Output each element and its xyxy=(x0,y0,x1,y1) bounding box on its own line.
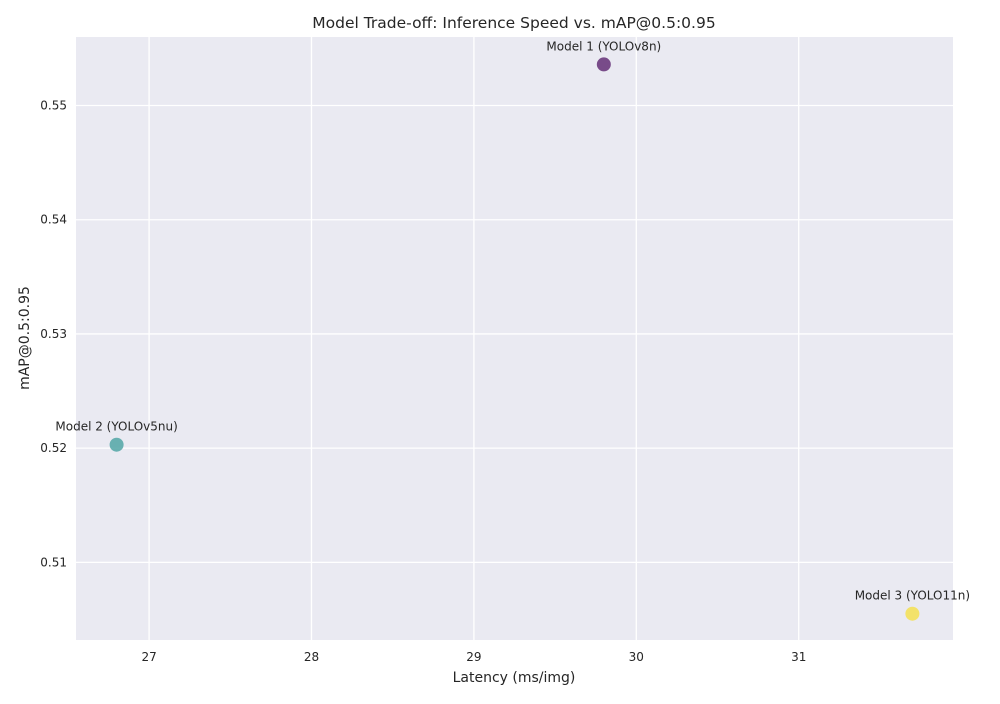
y-tick-labels: 0.51 0.52 0.53 0.54 0.55 xyxy=(40,99,67,570)
y-tick-label: 0.53 xyxy=(40,327,67,341)
chart-title: Model Trade-off: Inference Speed vs. mAP… xyxy=(312,14,715,32)
x-tick-label: 31 xyxy=(791,650,806,664)
data-point-label: Model 2 (YOLOv5nu) xyxy=(55,420,177,434)
x-tick-label: 28 xyxy=(304,650,319,664)
data-point xyxy=(905,606,920,621)
y-axis-label: mAP@0.5:0.95 xyxy=(17,286,33,390)
data-point-label: Model 3 (YOLO11n) xyxy=(855,589,970,603)
data-point xyxy=(596,57,611,72)
plot-area xyxy=(76,37,953,640)
data-points: Model 1 (YOLOv8n) Model 2 (YOLOv5nu) Model… xyxy=(55,39,970,621)
grid-lines xyxy=(76,37,953,640)
x-tick-labels: 27 28 29 30 31 xyxy=(141,650,806,664)
y-tick-label: 0.52 xyxy=(40,441,67,455)
x-tick-label: 30 xyxy=(629,650,644,664)
data-point-label: Model 1 (YOLOv8n) xyxy=(546,39,661,53)
data-point xyxy=(109,437,124,452)
y-tick-label: 0.51 xyxy=(40,555,67,569)
y-tick-label: 0.54 xyxy=(40,213,67,227)
x-axis-label: Latency (ms/img) xyxy=(453,670,576,686)
x-tick-label: 27 xyxy=(141,650,156,664)
x-tick-label: 29 xyxy=(466,650,481,664)
y-tick-label: 0.55 xyxy=(40,99,67,113)
